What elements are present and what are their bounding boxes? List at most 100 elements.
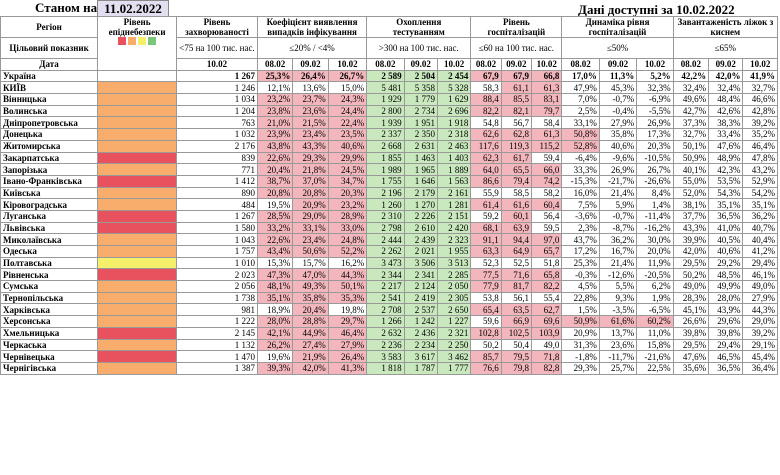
testing-value: 2 021 [403, 245, 438, 258]
incidence-value: 1 034 [176, 93, 258, 106]
detection-value: 23,2% [256, 93, 294, 106]
oxy-value: 45,1% [672, 303, 710, 317]
region-name: Луганська [0, 209, 99, 223]
oxy-value: 50,9% [672, 151, 710, 165]
dyn-value: -0,4% [598, 104, 638, 118]
date-header: Дата [0, 58, 99, 71]
detection-value: 19,6% [256, 350, 294, 363]
dyn-value: 35,8% [598, 128, 638, 141]
hosp-value: 102,5 [500, 326, 533, 340]
dyn-value: 1,4% [636, 198, 674, 211]
dyn-header: Динаміка рівня госпіталізацій [561, 16, 674, 38]
dyn-date-2: 10.02 [636, 58, 674, 71]
region-name: Кіровоградська [0, 198, 99, 211]
dyn-date-0: 08.02 [561, 58, 600, 71]
detection-value: 48,1% [256, 280, 294, 293]
oxy-value: 35,1% [742, 198, 778, 211]
oxy-value: 43,2% [742, 163, 778, 176]
oxy-value: 55,0% [672, 174, 710, 188]
detection-value: 50,6% [292, 245, 329, 258]
hosp-value: 65,7 [531, 245, 563, 258]
dyn-value: 20,9% [561, 326, 600, 340]
region-header: Регіон [0, 16, 99, 38]
dyn-value: 1,5% [561, 303, 600, 317]
region-name: Дніпропетровська [0, 116, 99, 130]
detection-value: 49,3% [292, 280, 329, 293]
hosp-value: 59,5 [531, 221, 563, 235]
region-name: Закарпатська [0, 151, 99, 165]
detection-value: 20,4% [256, 163, 294, 176]
incidence-value: 2 023 [176, 268, 258, 282]
dyn-value: 31,3% [561, 338, 600, 352]
dyn-value: -0,7% [598, 93, 638, 106]
hosp-value: 79,5 [500, 350, 533, 363]
hosp-value: 88,4 [470, 93, 502, 106]
risk-cell [97, 245, 178, 258]
incidence-value: 1 032 [176, 128, 258, 141]
det-date-1: 09.02 [292, 58, 329, 71]
hosp-value: 79,7 [531, 104, 563, 118]
hosp-value: 61,4 [470, 198, 502, 211]
testing-value: 1 281 [436, 198, 472, 211]
oxy-value: 49,0% [672, 280, 710, 293]
oxy-value: 29,0% [742, 315, 778, 328]
testing-value: 3 462 [436, 350, 472, 363]
dyn-value: 21,4% [598, 256, 638, 270]
region-name: Сумська [0, 280, 99, 293]
dyn-value: -16,2% [636, 221, 674, 235]
testing-value: 2 236 [366, 338, 405, 352]
status-date[interactable]: 11.02.2022 [97, 0, 169, 17]
risk-cell [97, 163, 178, 176]
hosp-value: 97,0 [531, 233, 563, 246]
hosp-value: 63,9 [500, 221, 533, 235]
oxy-value: 37,7% [672, 209, 710, 223]
dyn-value: 61,6% [598, 315, 638, 328]
incidence-value: 2 176 [176, 139, 258, 153]
testing-value: 2 350 [403, 128, 438, 141]
hosp-value: 74,2 [531, 174, 563, 188]
dyn-value: 7,0% [561, 93, 600, 106]
incidence-value: 484 [176, 198, 258, 211]
risk-cell [97, 139, 178, 153]
detection-value: 33,2% [256, 221, 294, 235]
test-date-1: 09.02 [403, 58, 438, 71]
region-name: КИЇВ [0, 81, 99, 95]
oxy-value: 32,7% [742, 81, 778, 95]
incidence-value: 1 010 [176, 256, 258, 270]
oxy-value: 41,9% [742, 69, 778, 83]
table-row: Дніпропетровська 763 21,0% 21,5% 22,4% 1 939 1… [0, 116, 778, 130]
oxy-value: 39,2% [742, 116, 778, 130]
dyn-value: 6,2% [636, 280, 674, 293]
testing-value: 2 463 [436, 139, 472, 153]
dyn-value: 1,9% [636, 291, 674, 305]
testing-value: 3 473 [366, 256, 405, 270]
oxy-value: 39,8% [708, 326, 744, 340]
hosp-value: 51,8 [531, 256, 563, 270]
hosp-value: 66,0 [531, 163, 563, 176]
testing-value: 2 631 [403, 139, 438, 153]
dyn-value: 13,7% [598, 326, 638, 340]
detection-value: 18,9% [256, 303, 294, 317]
region-name: Черкаська [0, 338, 99, 352]
hosp-value: 55,4 [531, 291, 563, 305]
detection-value: 29,0% [292, 209, 329, 223]
hosp-value: 56,4 [531, 209, 563, 223]
test-date-0: 08.02 [366, 58, 405, 71]
testing-value: 1 227 [436, 315, 472, 328]
oxy-value: 44,3% [742, 303, 778, 317]
dyn-value: 26,9% [598, 163, 638, 176]
hosp-value: 59,2 [470, 209, 502, 223]
table-row: Київська 890 20,8% 20,8% 20,3% 2 196 2 179 2 16… [0, 186, 778, 200]
oxy-value: 35,1% [708, 198, 744, 211]
oxy-value: 42,6% [708, 104, 744, 118]
hosp-value: 79,4 [500, 174, 533, 188]
incidence-value: 839 [176, 151, 258, 165]
dyn-value: 5,9% [598, 198, 638, 211]
oxy-value: 29,4% [708, 338, 744, 352]
dyn-value: -20,5% [636, 268, 674, 282]
testing-value: 5 328 [436, 81, 472, 95]
testing-value: 2 341 [403, 268, 438, 282]
oxy-value: 43,9% [708, 303, 744, 317]
dyn-value: 11,0% [636, 326, 674, 340]
incidence-value: 2 056 [176, 280, 258, 293]
